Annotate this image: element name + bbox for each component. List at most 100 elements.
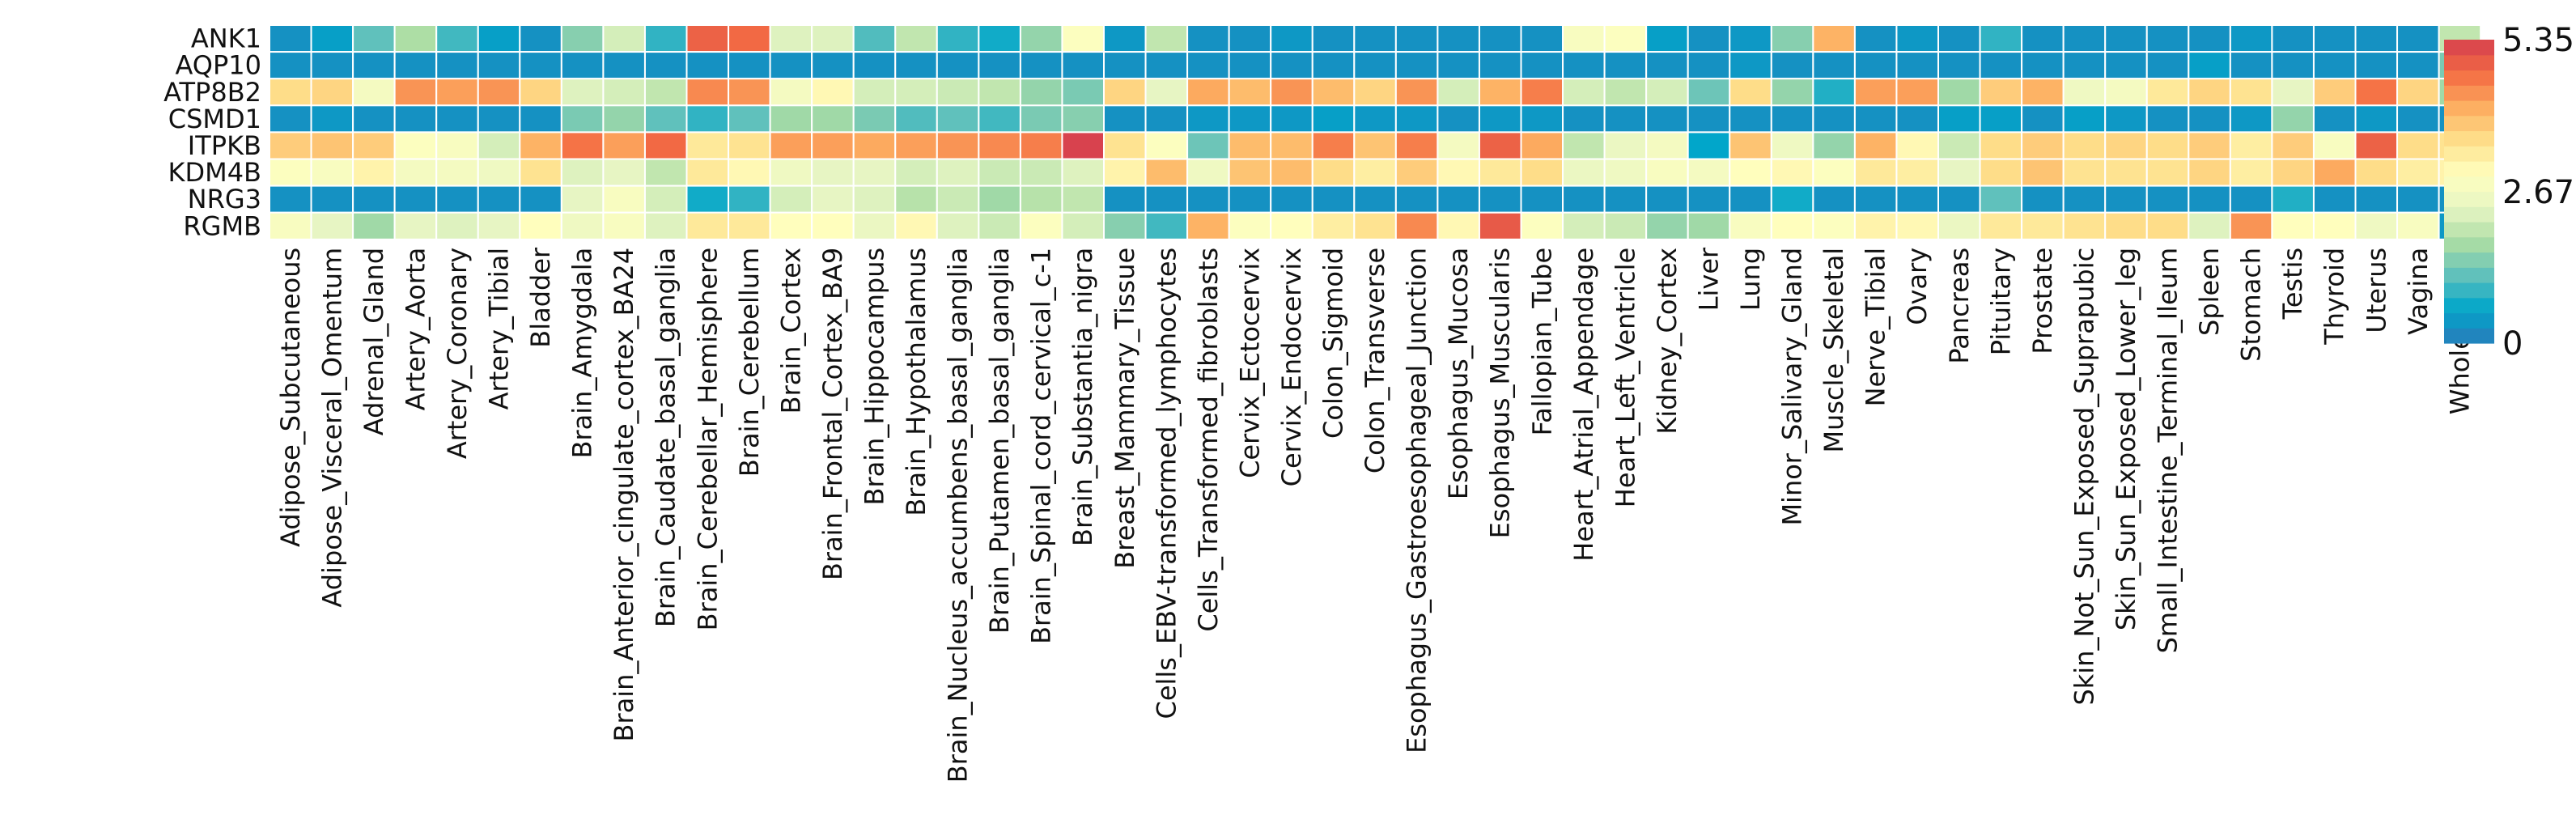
heatmap-cell — [2104, 78, 2148, 107]
heatmap-cell — [1228, 185, 1272, 214]
heatmap-cell — [728, 131, 771, 160]
heatmap-cell — [1979, 158, 2023, 187]
heatmap-cell — [1645, 24, 1689, 53]
heatmap-cell — [1478, 51, 1522, 80]
heatmap-cell — [894, 131, 938, 160]
column-label: Esophagus_Mucosa — [1443, 248, 1474, 499]
heatmap-cell — [1437, 78, 1480, 107]
heatmap-cell — [1103, 131, 1147, 160]
heatmap-cell — [1103, 185, 1147, 214]
heatmap-cell — [1270, 24, 1313, 53]
heatmap-cell — [2062, 185, 2107, 214]
heatmap-cell — [1937, 78, 1981, 107]
heatmap-cell — [2188, 158, 2231, 187]
heatmap-cell — [1979, 78, 2023, 107]
heatmap-cell — [1437, 211, 1480, 240]
column-label: Minor_Salivary_Gland — [1777, 248, 1808, 526]
heatmap-cell — [602, 104, 646, 134]
heatmap-cell — [310, 51, 354, 80]
heatmap-cell — [2312, 51, 2357, 80]
colorbar-band — [2444, 54, 2494, 71]
heatmap-cell — [1812, 51, 1856, 80]
heatmap-cell — [728, 24, 771, 53]
heatmap-cell — [1895, 211, 1939, 240]
heatmap-cell — [2145, 51, 2190, 80]
column-label: Cells_Transformed_fibroblasts — [1193, 248, 1224, 632]
heatmap-cell — [393, 185, 438, 214]
heatmap-cell — [435, 185, 479, 214]
heatmap-cell — [2271, 24, 2315, 53]
heatmap-cell — [2396, 51, 2440, 80]
heatmap-cell — [769, 78, 813, 107]
heatmap-cell — [1228, 104, 1272, 134]
heatmap-cell — [2354, 211, 2399, 240]
heatmap-cell — [1645, 158, 1689, 187]
heatmap-cell — [1562, 185, 1606, 214]
heatmap-cell — [1228, 158, 1272, 187]
heatmap-cell — [1437, 158, 1480, 187]
colorbar-band — [2444, 115, 2494, 132]
heatmap-cell — [1645, 185, 1689, 214]
heatmap-cell — [1520, 211, 1564, 240]
heatmap-cell — [393, 131, 438, 160]
heatmap-cell — [1520, 78, 1564, 107]
heatmap-cell — [1144, 185, 1189, 214]
heatmap-cell — [352, 51, 396, 80]
heatmap-cell — [2312, 211, 2357, 240]
heatmap-cell — [1437, 51, 1480, 80]
heatmap-cell — [1353, 158, 1397, 187]
heatmap-cell — [2145, 131, 2190, 160]
heatmap-cell — [1311, 51, 1356, 80]
heatmap-cell — [769, 211, 813, 240]
column-label: Adipose_Visceral_Omentum — [316, 248, 347, 608]
column-label: Lung — [1735, 248, 1766, 311]
heatmap-cell — [978, 185, 1021, 214]
colorbar-tick-label: 0 — [2502, 325, 2523, 363]
column-label: Colon_Transverse — [1360, 248, 1390, 473]
heatmap-cell — [894, 158, 938, 187]
heatmap-cell — [1394, 104, 1439, 134]
heatmap-cell — [1520, 158, 1564, 187]
heatmap-cell — [1812, 104, 1856, 134]
heatmap-cell — [2271, 158, 2315, 187]
heatmap-cell — [685, 158, 730, 187]
heatmap-cell — [1895, 78, 1939, 107]
column-label: Artery_Aorta — [400, 248, 431, 411]
colorbar-tick-label: 2.67 — [2502, 174, 2574, 211]
heatmap-cell — [852, 51, 897, 80]
colorbar-band — [2444, 70, 2494, 86]
heatmap-cell — [2104, 211, 2148, 240]
heatmap-cell — [2104, 131, 2148, 160]
heatmap-cell — [728, 185, 771, 214]
heatmap-cell — [1186, 24, 1230, 53]
heatmap-cell — [269, 104, 312, 134]
heatmap-cell — [1103, 51, 1147, 80]
heatmap-cell — [1394, 51, 1439, 80]
heatmap-cell — [1270, 104, 1313, 134]
heatmap-cell — [2396, 185, 2440, 214]
column-label: Brain_Cortex — [775, 248, 806, 414]
heatmap-cell — [2396, 104, 2440, 134]
heatmap-cell — [1895, 24, 1939, 53]
heatmap-cell — [1812, 24, 1856, 53]
heatmap-cell — [393, 104, 438, 134]
column-label: Brain_Cerebellum — [734, 248, 765, 477]
colorbar: 5.35 2.67 0 — [2444, 22, 2574, 363]
heatmap-cell — [560, 211, 605, 240]
heatmap-cell — [1311, 211, 1356, 240]
heatmap-cell — [393, 211, 438, 240]
heatmap-cell — [936, 131, 980, 160]
heatmap-cell — [2396, 158, 2440, 187]
heatmap-cell — [811, 131, 855, 160]
heatmap-cell — [1311, 131, 1356, 160]
heatmap-cell — [1019, 78, 1063, 107]
heatmap-cell — [2021, 104, 2065, 134]
heatmap-cell — [1478, 78, 1522, 107]
heatmap-cell — [477, 211, 521, 240]
heatmap-cell — [811, 185, 855, 214]
heatmap-cell — [2145, 158, 2190, 187]
heatmap-cell — [769, 131, 813, 160]
heatmap-cells — [269, 24, 2482, 240]
heatmap-cell — [2188, 185, 2231, 214]
colorbar-band — [2444, 282, 2494, 299]
